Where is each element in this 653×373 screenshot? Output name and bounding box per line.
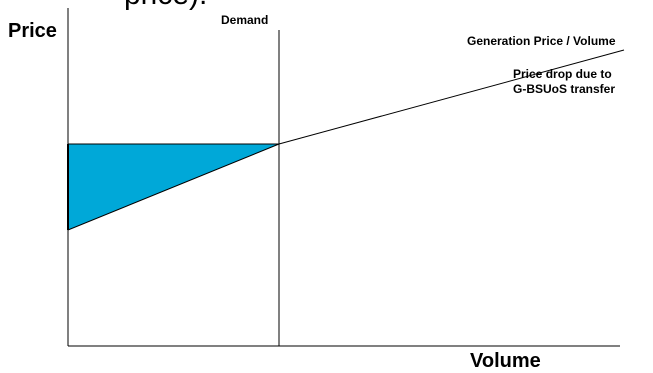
price-drop-label-line1: Price drop due to <box>513 67 612 81</box>
cropped-title-text: price). <box>124 0 207 12</box>
y-axis-title: Price <box>8 20 57 42</box>
price-drop-label: Price drop due to G-BSUoS transfer <box>513 67 615 97</box>
x-axis-title: Volume <box>470 350 541 372</box>
generation-price-line <box>278 49 625 145</box>
generation-price-label: Generation Price / Volume <box>467 34 616 48</box>
price-drop-shaded-region <box>67 143 280 231</box>
demand-label: Demand <box>221 13 269 27</box>
price-drop-label-line2: G-BSUoS transfer <box>513 82 616 96</box>
